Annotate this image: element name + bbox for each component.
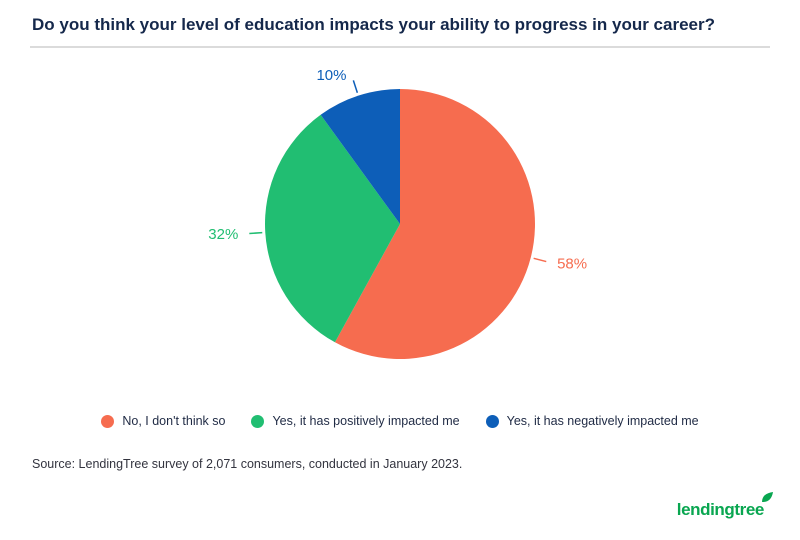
legend-dot <box>251 414 265 428</box>
logo-text: lendingtree <box>676 500 765 519</box>
pie-slice-2 <box>320 89 400 224</box>
legend-dot <box>101 414 115 428</box>
pie-value-label: 10% <box>316 67 346 84</box>
lendingtree-logo: lendingtree <box>676 492 773 520</box>
title-divider <box>30 46 770 48</box>
chart-title: Do you think your level of education imp… <box>32 15 715 34</box>
pie-value-label: 58% <box>557 255 587 272</box>
legend-item: No, I don't think so <box>101 414 225 428</box>
pie-slice-1 <box>264 114 400 343</box>
legend-dot <box>485 414 499 428</box>
pie-label-leader-line <box>533 257 547 263</box>
source-note: Source: LendingTree survey of 2,071 cons… <box>32 457 463 471</box>
legend-item: Yes, it has negatively impacted me <box>485 414 699 428</box>
leaf-icon <box>762 492 773 502</box>
legend-label: Yes, it has positively impacted me <box>272 414 460 428</box>
legend: No, I don't think so Yes, it has positiv… <box>0 414 800 428</box>
pie-label-leader-line <box>249 231 263 235</box>
pie-label-leader-line <box>352 80 359 93</box>
legend-label: No, I don't think so <box>122 414 226 428</box>
legend-item: Yes, it has positively impacted me <box>251 414 460 428</box>
pie-slice-0 <box>334 89 535 359</box>
legend-label: Yes, it has negatively impacted me <box>506 414 699 428</box>
pie-value-label: 32% <box>208 226 238 243</box>
pie-chart: 58% 32% 10% <box>208 67 587 359</box>
